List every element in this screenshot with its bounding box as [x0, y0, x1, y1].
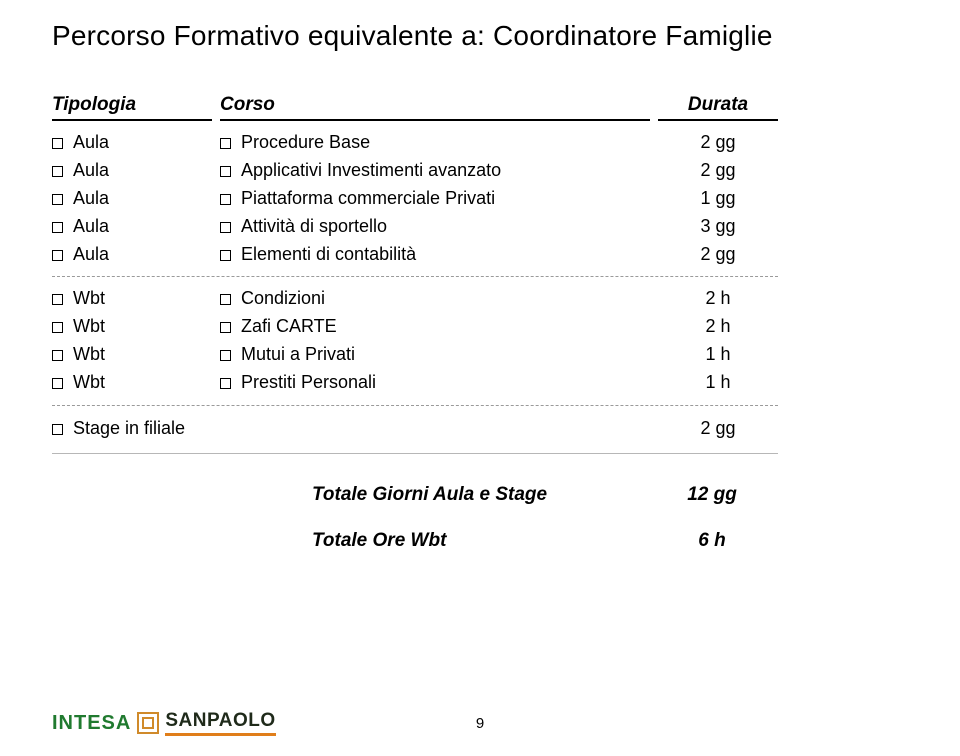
cell-durata: 1 h	[658, 341, 778, 369]
logo-underline	[165, 733, 275, 736]
cell-corso: Condizioni	[241, 288, 325, 308]
header-durata: Durata	[658, 94, 778, 121]
table-row: Wbt Zafi CARTE 2 h	[52, 313, 908, 341]
logo-square-icon	[137, 712, 159, 734]
cell-tipo: Aula	[73, 160, 109, 180]
total-ore-value: 6 h	[652, 530, 772, 552]
logo-sanpaolo-text: SANPAOLO	[165, 710, 275, 731]
bullet-icon	[52, 138, 63, 149]
block-aula: Aula Procedure Base 2 gg Aula Applicativ…	[52, 129, 908, 268]
footer: INTESA SANPAOLO 9	[52, 710, 908, 736]
bullet-icon	[52, 250, 63, 261]
block-wbt: Wbt Condizioni 2 h Wbt Zafi CARTE 2 h Wb…	[52, 285, 908, 397]
cell-tipo: Aula	[73, 132, 109, 152]
cell-corso: Prestiti Personali	[241, 372, 376, 392]
cell-tipo: Aula	[73, 244, 109, 264]
bullet-icon	[52, 322, 63, 333]
bullet-icon	[52, 424, 63, 435]
bullet-icon	[52, 378, 63, 389]
divider-solid	[52, 453, 778, 454]
cell-corso: Attività di sportello	[241, 216, 387, 236]
table-row: Aula Piattaforma commerciale Privati 1 g…	[52, 185, 908, 213]
stage-row: Stage in filiale 2 gg	[52, 414, 908, 443]
cell-corso: Zafi CARTE	[241, 316, 337, 336]
cell-durata: 3 gg	[658, 213, 778, 241]
cell-tipo: Aula	[73, 188, 109, 208]
bullet-icon	[220, 378, 231, 389]
total-giorni-row: Totale Giorni Aula e Stage 12 gg	[312, 484, 908, 506]
cell-tipo: Aula	[73, 216, 109, 236]
page-title: Percorso Formativo equivalente a: Coordi…	[52, 20, 908, 52]
table-row: Aula Procedure Base 2 gg	[52, 129, 908, 157]
cell-durata: 2 gg	[658, 241, 778, 269]
cell-corso: Elementi di contabilità	[241, 244, 416, 264]
cell-durata: 2 gg	[658, 129, 778, 157]
divider-dashed	[52, 276, 778, 277]
brand-logo: INTESA SANPAOLO	[52, 710, 276, 736]
table-row: Aula Elementi di contabilità 2 gg	[52, 241, 908, 269]
cell-corso: Mutui a Privati	[241, 344, 355, 364]
table-row: Aula Applicativi Investimenti avanzato 2…	[52, 157, 908, 185]
bullet-icon	[220, 322, 231, 333]
cell-tipo: Wbt	[73, 344, 105, 364]
cell-durata: 1 h	[658, 369, 778, 397]
total-ore-row: Totale Ore Wbt 6 h	[312, 530, 908, 552]
bullet-icon	[52, 166, 63, 177]
cell-tipo: Wbt	[73, 316, 105, 336]
stage-durata: 2 gg	[658, 414, 778, 443]
cell-tipo: Wbt	[73, 372, 105, 392]
cell-corso: Piattaforma commerciale Privati	[241, 188, 495, 208]
logo-intesa-text: INTESA	[52, 712, 131, 735]
logo-sanpaolo: SANPAOLO	[165, 710, 275, 736]
cell-durata: 2 gg	[658, 157, 778, 185]
cell-durata: 1 gg	[658, 185, 778, 213]
stage-label: Stage in filiale	[73, 418, 185, 438]
table-row: Wbt Mutui a Privati 1 h	[52, 341, 908, 369]
total-ore-label: Totale Ore Wbt	[312, 530, 652, 552]
table-row: Aula Attività di sportello 3 gg	[52, 213, 908, 241]
bullet-icon	[52, 350, 63, 361]
bullet-icon	[52, 294, 63, 305]
table-row: Wbt Prestiti Personali 1 h	[52, 369, 908, 397]
cell-durata: 2 h	[658, 313, 778, 341]
total-giorni-value: 12 gg	[652, 484, 772, 506]
bullet-icon	[220, 166, 231, 177]
bullet-icon	[220, 222, 231, 233]
cell-corso: Procedure Base	[241, 132, 370, 152]
table-row: Wbt Condizioni 2 h	[52, 285, 908, 313]
cell-corso: Applicativi Investimenti avanzato	[241, 160, 501, 180]
bullet-icon	[220, 250, 231, 261]
bullet-icon	[220, 294, 231, 305]
bullet-icon	[220, 194, 231, 205]
divider-dashed	[52, 405, 778, 406]
bullet-icon	[220, 138, 231, 149]
header-corso: Corso	[220, 94, 650, 121]
totals-block: Totale Giorni Aula e Stage 12 gg Totale …	[312, 484, 908, 552]
page-number: 9	[476, 715, 484, 732]
cell-tipo: Wbt	[73, 288, 105, 308]
total-giorni-label: Totale Giorni Aula e Stage	[312, 484, 652, 506]
bullet-icon	[220, 350, 231, 361]
table-header-row: Tipologia Corso Durata	[52, 94, 908, 121]
cell-durata: 2 h	[658, 285, 778, 313]
header-tipologia: Tipologia	[52, 94, 212, 121]
bullet-icon	[52, 222, 63, 233]
bullet-icon	[52, 194, 63, 205]
